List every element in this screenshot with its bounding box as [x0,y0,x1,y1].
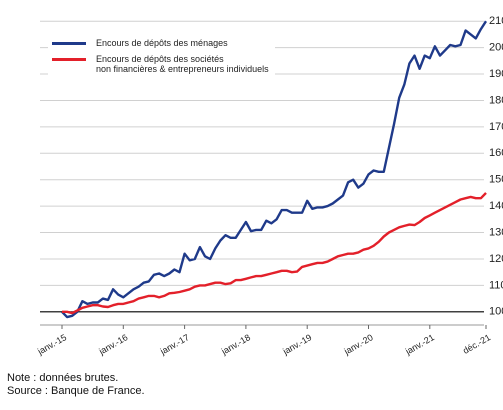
x-tick-label: janv.-20 [342,332,375,357]
x-tick-label: janv.-15 [35,332,68,357]
y-tick-label: 110 [489,279,503,291]
y-tick-label: 120 [489,253,503,265]
x-tick-label: janv.-17 [158,332,191,357]
y-tick-label: 200 [489,42,503,54]
source: Source : Banque de France. [7,385,145,397]
y-tick-label: 210 [489,15,503,27]
y-tick-label: 190 [489,68,503,80]
legend-label: Encours de dépôts des ménages [96,38,228,48]
series-line [62,192,487,315]
x-tick-label: janv.-16 [96,332,129,357]
legend: Encours de dépôts des ménages Encours de … [48,34,275,86]
y-tick-label: 150 [489,174,503,186]
legend-label: Encours de dépôts des sociétés non finan… [96,54,269,74]
series-line [61,20,488,319]
y-tick-label: 170 [489,121,503,133]
x-tick-label: janv.-19 [280,332,313,357]
y-tick-label: 100 [489,306,503,318]
note: Note : données brutes. [7,372,119,384]
x-tick-label: déc.-21 [461,332,492,356]
y-tick-label: 140 [489,200,503,212]
legend-item: Encours de dépôts des ménages [52,38,269,48]
x-tick-label: janv.-18 [219,332,252,357]
legend-swatch [52,58,86,61]
y-tick-label: 130 [489,226,503,238]
y-tick-label: 160 [489,147,503,159]
y-tick-label: 180 [489,94,503,106]
notes: Note : données brutes. Source : Banque d… [7,372,145,398]
x-tick-label: janv.-21 [403,332,436,357]
legend-swatch [52,42,86,45]
legend-item: Encours de dépôts des sociétés non finan… [52,54,269,74]
